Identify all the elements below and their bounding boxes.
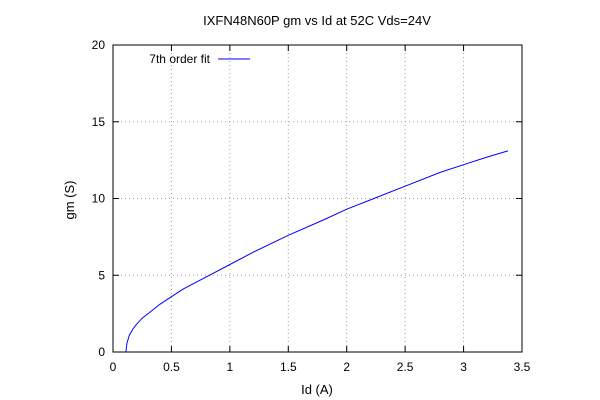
x-tick-label: 1.5 [280, 360, 297, 374]
x-tick-label: 0 [110, 360, 117, 374]
x-tick-label: 3.5 [514, 360, 531, 374]
x-tick-labels: 0 0.5 1 1.5 2 2.5 3 3.5 [110, 360, 531, 374]
x-axis-label: Id (A) [301, 382, 333, 397]
x-tick-label: 0.5 [163, 360, 180, 374]
legend: 7th order fit [149, 52, 250, 66]
y-tick-label: 10 [92, 192, 106, 206]
grid-lines [113, 45, 522, 352]
x-tick-label: 1 [227, 360, 234, 374]
y-axis-label: gm (S) [62, 181, 77, 220]
y-tick-label: 15 [92, 115, 106, 129]
y-tick-label: 0 [98, 345, 105, 359]
x-tick-label: 2 [343, 360, 350, 374]
y-tick-label: 5 [98, 268, 105, 282]
y-tick-labels: 0 5 10 15 20 [92, 38, 106, 359]
axis-ticks [112, 44, 523, 353]
series-lines [125, 150, 509, 353]
y-tick-label: 20 [92, 38, 106, 52]
series-line [125, 150, 509, 353]
chart-title: IXFN48N60P gm vs Id at 52C Vds=24V [203, 13, 431, 28]
x-tick-label: 2.5 [397, 360, 414, 374]
x-tick-label: 3 [460, 360, 467, 374]
legend-label: 7th order fit [149, 52, 210, 66]
